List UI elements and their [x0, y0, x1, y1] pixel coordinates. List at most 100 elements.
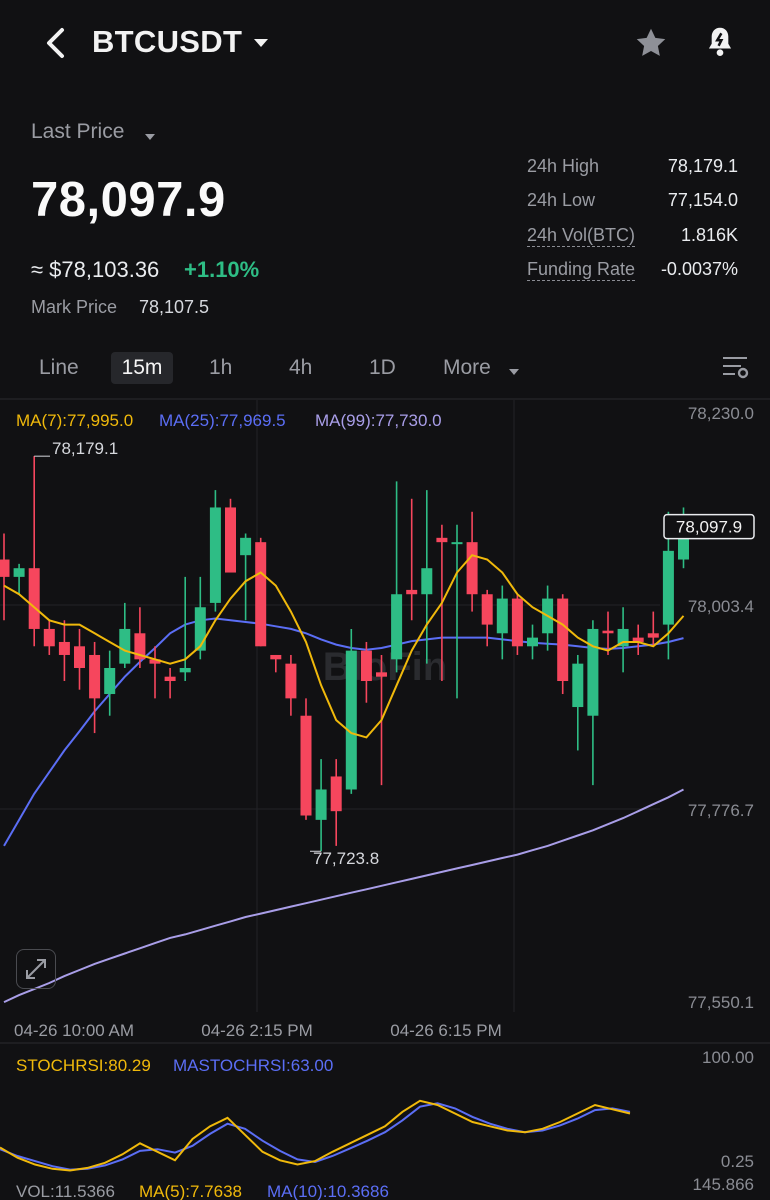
candle-body: [58, 641, 70, 655]
y-tick: 77,550.1: [688, 993, 754, 1012]
stochrsi-legend: STOCHRSI:80.29: [16, 1056, 151, 1075]
pair-title[interactable]: BTCUSDT: [92, 24, 243, 59]
candle-body: [330, 776, 342, 812]
candle-body: [391, 594, 403, 660]
tab-15m[interactable]: 15m: [111, 352, 173, 384]
candle-body: [602, 630, 614, 634]
candle-body: [225, 507, 236, 573]
mark-price-label: Mark Price: [31, 297, 118, 317]
mastochrsi-legend: MASTOCHRSI:63.00: [173, 1056, 333, 1075]
x-tick: 04-26 6:15 PM: [390, 1021, 502, 1040]
candle-body: [345, 650, 357, 790]
low-marker-label: 77,723.8: [313, 849, 379, 868]
candle-body: [678, 526, 689, 560]
candle-body: [617, 628, 629, 647]
ma25-legend: MA(25):77,969.5: [159, 411, 286, 430]
candle-body: [13, 568, 25, 577]
tab-4h[interactable]: 4h: [289, 356, 313, 379]
candle-body: [149, 659, 161, 664]
vol-legend: VOL:11.5366: [16, 1182, 115, 1200]
candle-body: [587, 628, 599, 716]
vol-ma10-legend: MA(10):10.3686: [267, 1182, 389, 1200]
expand-chart-icon[interactable]: [16, 949, 56, 989]
candle-body: [406, 589, 418, 595]
candle-body: [647, 633, 659, 638]
funding-rate-value: -0.0037%: [660, 259, 738, 279]
current-price-tag: [663, 513, 755, 540]
vol-24h-value: 1.816K: [680, 225, 738, 245]
candle-body: [481, 594, 493, 625]
candle-body: [421, 568, 433, 595]
candle-body: [28, 568, 40, 629]
candle-body: [496, 598, 508, 634]
candle-body: [466, 542, 478, 595]
candle-body: [511, 598, 523, 647]
ma7-legend: MA(7):77,995.0: [16, 411, 133, 430]
candle-body: [240, 537, 252, 556]
candle-body: [89, 654, 101, 699]
candle-body: [134, 633, 146, 660]
candle-body: [119, 628, 131, 664]
candle-body: [179, 667, 191, 673]
caret-down-icon[interactable]: [144, 128, 156, 146]
ma99-line: [3, 788, 684, 1004]
star-icon[interactable]: [633, 25, 669, 66]
watermark: BloFin: [323, 645, 447, 689]
tab-1d[interactable]: 1D: [369, 356, 396, 379]
candle-body: [104, 667, 116, 695]
candle-body: [376, 672, 387, 677]
vol-ma5-legend: MA(5):7.7638: [139, 1182, 242, 1200]
y-tick: 77,776.7: [688, 801, 754, 820]
stoch-y-bottom: 0.25: [721, 1152, 754, 1171]
candle-body: [300, 715, 312, 816]
candle-body: [360, 650, 372, 682]
last-price-label[interactable]: Last Price: [31, 120, 125, 143]
tab-1h[interactable]: 1h: [209, 356, 233, 379]
candle-body: [255, 542, 267, 647]
mark-price-value: 78,107.5: [139, 297, 210, 317]
candle-body: [209, 507, 221, 603]
candles: [0, 456, 689, 852]
candle-body: [74, 646, 85, 668]
x-tick: 04-26 2:15 PM: [201, 1021, 313, 1040]
current-price-tag-label: 78,097.9: [676, 518, 742, 537]
high-24h-label: 24h High: [527, 156, 600, 176]
mastochrsi-line: [0, 1102, 631, 1171]
high-marker-label: 78,179.1: [52, 439, 118, 458]
back-arrow-icon[interactable]: [38, 24, 72, 62]
candle-body: [0, 559, 10, 577]
ma25-line: [3, 617, 684, 847]
candle-body: [43, 628, 55, 647]
tab-line[interactable]: Line: [39, 356, 79, 379]
high-24h-value: 78,179.1: [667, 156, 738, 176]
candle-body: [315, 789, 327, 820]
funding-rate-label[interactable]: Funding Rate: [527, 259, 636, 281]
usd-approx-price: ≈ $78,103.36: [31, 257, 160, 282]
candle-body: [572, 663, 584, 708]
low-24h-value: 77,154.0: [667, 190, 738, 210]
vol-24h-label[interactable]: 24h Vol(BTC): [527, 225, 636, 247]
top-bar: BTCUSDT: [0, 0, 770, 90]
caret-down-icon[interactable]: [508, 363, 520, 381]
candle-body: [662, 550, 674, 625]
chart-settings-icon[interactable]: [721, 354, 751, 385]
caret-down-icon[interactable]: [252, 36, 270, 54]
price-chart[interactable]: BloFin MA(7):77,995.0 MA(25):77,969.5 MA…: [0, 398, 770, 1200]
stochrsi-line: [0, 1099, 631, 1172]
candle-body: [270, 654, 282, 660]
tab-more[interactable]: More: [443, 356, 491, 379]
candle-body: [436, 537, 448, 543]
price-change-percent: +1.10%: [184, 257, 260, 282]
bell-alert-icon[interactable]: [703, 25, 737, 66]
ma99-legend: MA(99):77,730.0: [315, 411, 442, 430]
y-tick: 78,003.4: [688, 597, 754, 616]
x-tick: 04-26 10:00 AM: [14, 1021, 134, 1040]
candle-body: [194, 607, 206, 651]
candle-body: [451, 542, 463, 545]
stoch-y-top: 100.00: [702, 1048, 754, 1067]
candle-body: [632, 637, 644, 642]
vol-axis: 145.866: [693, 1175, 754, 1194]
candle-body: [164, 676, 176, 682]
last-price-value: 78,097.9: [31, 173, 226, 227]
candle-body: [557, 598, 569, 682]
